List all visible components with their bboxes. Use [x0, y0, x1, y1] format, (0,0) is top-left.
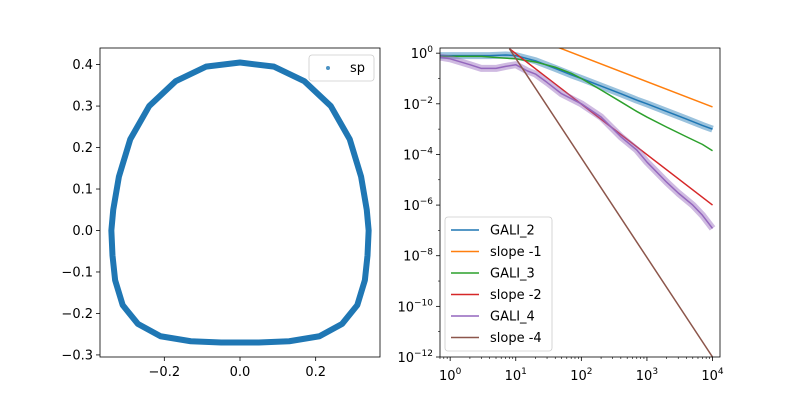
series-slope-1-line — [557, 48, 713, 108]
right-axes-frame — [439, 47, 721, 358]
right-plot: 100 101 102 103 104 10−1210−1010−810−610−410… — [397, 45, 724, 384]
left-y-tick-label: 0.2 — [72, 141, 93, 156]
right-y-tick-label: 10−6 — [403, 197, 433, 214]
left-y-tick-label: 0.0 — [72, 224, 93, 239]
legend-label-gali-3: GALI_3 — [490, 267, 535, 282]
left-y-tick-label: 0.3 — [72, 100, 93, 115]
right-x-axis: 100 101 102 103 104 — [439, 357, 724, 384]
left-legend: sp — [308, 54, 375, 82]
right-x-tick-label: 104 — [701, 367, 724, 384]
series-gali-4-line — [440, 56, 714, 229]
left-legend-box — [308, 54, 375, 82]
right-y-tick-label: 10−8 — [403, 248, 433, 265]
right-y-tick-label: 10−2 — [403, 96, 433, 113]
legend-label-slope-2: slope -2 — [490, 288, 542, 303]
left-x-tick-label: 0.2 — [305, 365, 326, 380]
right-plot-data — [440, 48, 716, 357]
right-y-axis: 10−12 10−10 10−8 10−6 10−4 10−2 100 — [397, 45, 440, 366]
left-x-tick-label: −0.2 — [149, 365, 181, 380]
left-x-tick-label: 0.0 — [230, 365, 251, 380]
right-y-tick-label: 100 — [411, 45, 434, 62]
left-plot: −0.2 0.0 0.2 −0.3 −0.2 −0.1 0.0 0.1 0.2 0.3 0.4 s… — [61, 47, 381, 380]
left-y-tick-label: 0.4 — [72, 58, 93, 73]
left-x-axis: −0.2 0.0 0.2 — [149, 357, 326, 380]
left-y-tick-label: −0.1 — [61, 265, 93, 280]
left-plot-data — [108, 59, 372, 346]
right-x-tick-label: 101 — [505, 367, 527, 384]
legend-label-slope-1: slope -1 — [490, 245, 542, 260]
series-slope-4-line — [508, 48, 714, 357]
right-x-tick-label: 102 — [570, 367, 592, 384]
left-y-tick-label: 0.1 — [72, 183, 93, 198]
left-y-tick-label: −0.2 — [61, 307, 93, 322]
right-y-tick-label: 10−10 — [397, 298, 433, 315]
series-sp-scatter — [108, 59, 372, 346]
right-legend-box — [444, 216, 553, 352]
right-y-tick-label: 10−4 — [403, 146, 433, 163]
series-gali-3-line — [440, 55, 713, 152]
legend-marker-sp — [326, 66, 330, 70]
legend-label-slope-4: slope -4 — [490, 331, 542, 346]
right-x-tick-label: 103 — [636, 367, 658, 384]
legend-label-gali-2: GALI_2 — [490, 224, 535, 239]
legend-label-sp: sp — [350, 61, 365, 76]
legend-label-gali-4: GALI_4 — [490, 310, 535, 325]
right-y-tick-label: 10−12 — [397, 349, 433, 366]
left-y-axis: −0.3 −0.2 −0.1 0.0 0.1 0.2 0.3 0.4 — [61, 58, 100, 363]
right-x-tick-label: 100 — [439, 367, 462, 384]
left-y-tick-label: −0.3 — [61, 348, 93, 363]
